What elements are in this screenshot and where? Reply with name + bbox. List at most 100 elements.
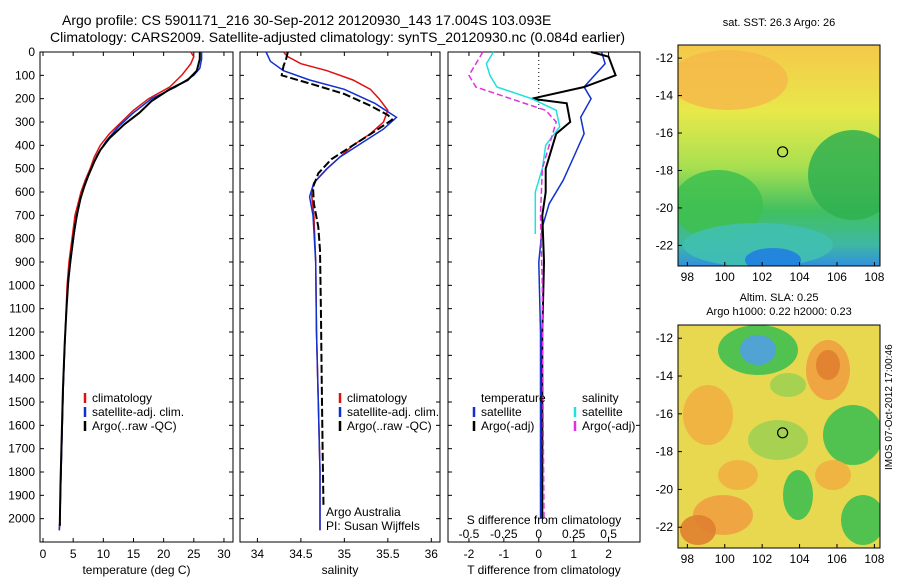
depth-tick-label: 1900 <box>8 488 35 502</box>
depth-tick-label: 900 <box>15 255 35 269</box>
sla-map-lat-label: -14 <box>656 369 674 383</box>
sla-anomaly-patch <box>748 420 808 460</box>
sla-anomaly-patch <box>841 495 880 545</box>
sla-map-subtitle: Argo h1000: 0.22 h2000: 0.23 <box>706 306 852 318</box>
salinity-series-argo-raw-qc- <box>280 51 394 508</box>
depth-tick-label: 200 <box>15 92 35 106</box>
depth-tick-label: 100 <box>15 68 35 82</box>
sla-anomaly-patch <box>770 373 806 397</box>
sla-anomaly-patch <box>815 460 851 490</box>
temperature-xtick-label: 10 <box>97 547 111 561</box>
difference-xtick-label: 1 <box>570 547 577 561</box>
sla-map-lat-label: -16 <box>656 407 674 421</box>
salinity-series-climatology <box>282 51 389 531</box>
temperature-legend-label: Argo(..raw -QC) <box>92 419 177 433</box>
difference-xtick-label: -2 <box>464 547 475 561</box>
temperature-xlabel: temperature (deg C) <box>82 563 190 577</box>
salinity-diff-tick-label: 0.25 <box>562 527 586 541</box>
temperature-xtick-label: 25 <box>187 547 201 561</box>
salinity-diff-tick-label: 0 <box>535 527 542 541</box>
salinity-xtick-label: 35 <box>338 547 352 561</box>
sst-warm-patch <box>678 50 788 110</box>
temperature-xtick-label: 0 <box>40 547 47 561</box>
depth-tick-label: 2000 <box>8 512 35 526</box>
sla-anomaly-patch <box>823 405 880 465</box>
depth-tick-label: 700 <box>15 208 35 222</box>
sla-map-lon-label: 108 <box>864 552 884 566</box>
salinity-annotation-text: Argo Australia <box>326 505 401 519</box>
sla-map-lat-label: -12 <box>656 331 674 345</box>
temperature-axes-box <box>39 51 234 543</box>
sst-map-lat-label: -16 <box>656 126 674 140</box>
sla-anomaly-patch <box>783 470 813 520</box>
depth-tick-label: 1000 <box>8 278 35 292</box>
difference-series-temperature-argo-adj- <box>531 51 617 519</box>
temperature-xtick-label: 15 <box>127 547 141 561</box>
sla-map-frame <box>677 324 881 549</box>
sla-map-lon-label: 106 <box>827 552 847 566</box>
sst-map-lon-label: 106 <box>827 270 847 284</box>
sst-map-lon-label: 108 <box>864 270 884 284</box>
sla-anomaly-patch <box>740 335 776 365</box>
temperature-legend-label: satellite-adj. clim. <box>92 405 184 419</box>
legend-temperature-label: satellite <box>481 405 522 419</box>
timestamp-text: IMOS 07-Oct-2012 17:00:46 <box>884 344 895 470</box>
climatology-title: Climatology: CARS2009. Satellite-adjuste… <box>50 29 626 45</box>
sla-map-layer: 98 100 102 104 106 108 -12 -14 -16 -18 -20 -22 Altim… <box>656 292 885 566</box>
depth-tick-label: 600 <box>15 185 35 199</box>
difference-series-salinity-satellite <box>485 51 561 234</box>
depth-tick-label: 1100 <box>9 302 35 316</box>
legend-temperature-label: Argo(-adj) <box>481 419 534 433</box>
sla-map-lat-label: -20 <box>656 482 674 496</box>
salinity-xlabel: salinity <box>322 563 359 577</box>
sla-map-lat-label: -22 <box>656 520 674 534</box>
salinity-diff-tick-label: -0.25 <box>490 527 518 541</box>
depth-tick-label: 1200 <box>8 325 35 339</box>
salinity-legend-label: satellite-adj. clim. <box>347 405 439 419</box>
sst-map-title: sat. SST: 26.3 Argo: 26 <box>723 17 836 29</box>
sla-map-title: Altim. SLA: 0.25 <box>740 292 819 304</box>
salinity-xtick-label: 34.5 <box>289 547 313 561</box>
sla-map-lon-label: 100 <box>715 552 735 566</box>
difference-series-temperature-satellite <box>538 51 606 519</box>
sst-map-lon-label: 100 <box>715 270 735 284</box>
depth-tick-label: 1700 <box>8 442 35 456</box>
salinity-diff-xlabel: S difference from climatology <box>467 513 622 527</box>
salinity-xtick-label: 35.5 <box>376 547 400 561</box>
sla-map-lon-label: 104 <box>790 552 810 566</box>
sla-anomaly-patch <box>718 460 758 490</box>
sst-map-lat-label: -22 <box>656 238 674 252</box>
difference-series-salinity-argo-adj- <box>468 51 558 519</box>
sst-map-lat-label: -18 <box>656 163 674 177</box>
sst-map-lat-label: -20 <box>656 201 674 215</box>
difference-axes-box <box>447 51 641 543</box>
sla-anomaly-patch <box>816 350 840 380</box>
salinity-annotation-text: PI: Susan Wijffels <box>326 519 420 533</box>
sla-anomaly-patch <box>680 515 716 545</box>
temperature-series-satellite-adj-clim- <box>58 52 203 531</box>
depth-tick-label: 0 <box>28 45 35 59</box>
depth-tick-label: 1500 <box>8 395 35 409</box>
sst-green-patch <box>808 130 880 220</box>
difference-xtick-label: 0 <box>535 547 542 561</box>
sla-map-lon-label: 98 <box>681 552 695 566</box>
depth-tick-label: 1300 <box>8 348 35 362</box>
salinity-xtick-label: 36 <box>425 547 439 561</box>
sst-cold-patch <box>745 248 801 266</box>
sst-map-lat-label: -12 <box>656 51 674 65</box>
legend-salinity-label: satellite <box>582 405 623 419</box>
difference-xtick-label: 2 <box>605 547 612 561</box>
temperature-xtick-label: 5 <box>70 547 77 561</box>
depth-tick-label: 500 <box>15 162 35 176</box>
legend-salinity-label: Argo(-adj) <box>582 419 635 433</box>
temperature-legend-label: climatology <box>92 391 152 405</box>
salinity-xtick-label: 34 <box>251 547 265 561</box>
difference-xtick-label: -1 <box>499 547 510 561</box>
sla-map-lat-label: -18 <box>656 445 674 459</box>
depth-tick-label: 400 <box>15 138 35 152</box>
depth-tick-label: 800 <box>15 232 35 246</box>
salinity-diff-tick-label: 0.5 <box>600 527 617 541</box>
profile-panels-layer: 0 5 10 15 20 25 300100200300400500600700800900… <box>8 45 641 577</box>
sst-map-lon-label: 98 <box>681 270 695 284</box>
